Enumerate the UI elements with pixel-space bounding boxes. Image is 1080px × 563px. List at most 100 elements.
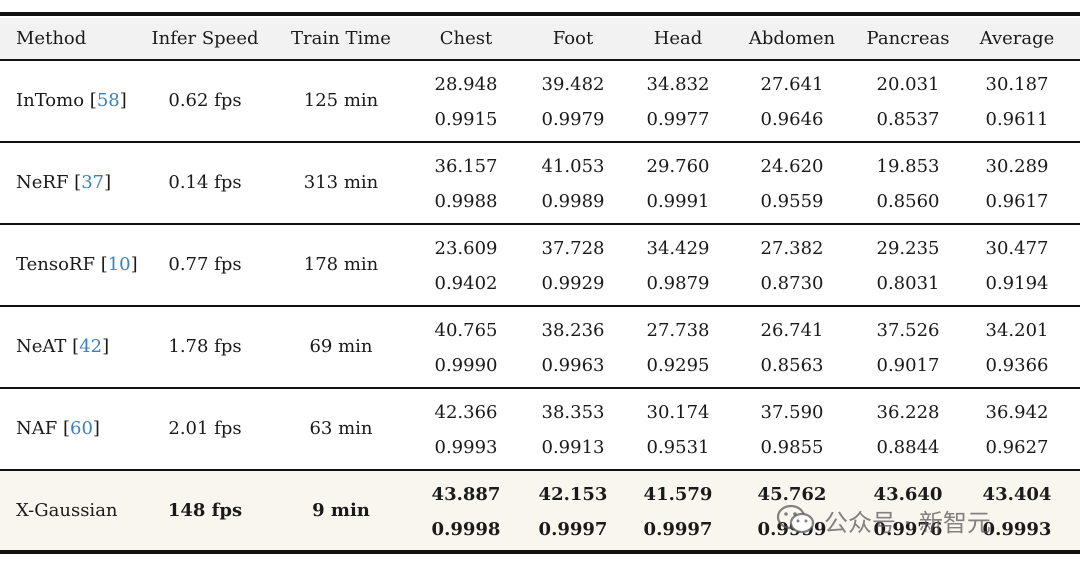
- row-rule: [0, 141, 1080, 143]
- train-time: 125 min: [303, 90, 379, 111]
- psnr-value: 29.760: [646, 156, 710, 177]
- psnr-value: 29.235: [876, 238, 940, 259]
- train-time: 69 min: [309, 336, 373, 357]
- column-header: Abdomen: [748, 28, 836, 49]
- ssim-value: 0.8560: [876, 191, 940, 212]
- ssim-value: 0.9366: [985, 355, 1049, 376]
- infer-speed: 0.77 fps: [168, 254, 242, 275]
- psnr-value: 45.762: [757, 484, 827, 505]
- wechat-icon: [776, 504, 816, 536]
- citation-link[interactable]: 37: [81, 172, 105, 193]
- ssim-value: 0.9993: [982, 519, 1052, 540]
- ssim-value: 0.9993: [434, 437, 498, 458]
- column-header: Foot: [552, 28, 594, 49]
- psnr-value: 41.579: [643, 484, 713, 505]
- psnr-value: 28.948: [434, 74, 498, 95]
- psnr-value: 36.157: [434, 156, 498, 177]
- ssim-value: 0.9988: [434, 191, 498, 212]
- psnr-value: 36.228: [876, 402, 940, 423]
- method-name: X-Gaussian: [16, 500, 118, 521]
- psnr-value: 27.738: [646, 320, 710, 341]
- infer-speed: 0.62 fps: [168, 90, 242, 111]
- psnr-value: 27.641: [760, 74, 824, 95]
- ssim-value: 0.9402: [434, 273, 498, 294]
- psnr-value: 34.201: [985, 320, 1049, 341]
- psnr-value: 30.187: [985, 74, 1049, 95]
- train-time: 9 min: [312, 500, 370, 521]
- psnr-value: 38.353: [541, 402, 605, 423]
- train-time: 63 min: [309, 418, 373, 439]
- row-rule: [0, 305, 1080, 307]
- column-header: Pancreas: [866, 28, 950, 49]
- psnr-value: 43.404: [982, 484, 1052, 505]
- citation-link[interactable]: 10: [107, 254, 131, 275]
- ssim-value: 0.9855: [760, 437, 824, 458]
- psnr-value: 24.620: [760, 156, 824, 177]
- header-rule: [0, 59, 1080, 61]
- ssim-value: 0.9617: [985, 191, 1049, 212]
- method-label: TensoRF: [16, 254, 95, 275]
- column-header: Chest: [439, 28, 493, 49]
- method-name: TensoRF [10]: [16, 254, 138, 275]
- ssim-value: 0.9915: [434, 109, 498, 130]
- psnr-value: 34.429: [646, 238, 710, 259]
- method-name: NeRF [37]: [16, 172, 112, 193]
- psnr-value: 42.153: [538, 484, 608, 505]
- psnr-value: 36.942: [985, 402, 1049, 423]
- psnr-value: 30.289: [985, 156, 1049, 177]
- ssim-value: 0.9017: [876, 355, 940, 376]
- ssim-value: 0.9295: [646, 355, 710, 376]
- ssim-value: 0.8844: [876, 437, 940, 458]
- infer-speed: 2.01 fps: [168, 418, 242, 439]
- train-time: 178 min: [303, 254, 379, 275]
- ssim-value: 0.8537: [876, 109, 940, 130]
- ssim-value: 0.9646: [760, 109, 824, 130]
- psnr-value: 19.853: [876, 156, 940, 177]
- ssim-value: 0.9531: [646, 437, 710, 458]
- ssim-value: 0.9929: [541, 273, 605, 294]
- psnr-value: 39.482: [541, 74, 605, 95]
- citation-link[interactable]: 42: [79, 336, 103, 357]
- method-label: NeAT: [16, 336, 67, 357]
- psnr-value: 37.526: [876, 320, 940, 341]
- ssim-value: 0.8563: [760, 355, 824, 376]
- infer-speed: 0.14 fps: [168, 172, 242, 193]
- ssim-value: 0.9989: [541, 191, 605, 212]
- psnr-value: 34.832: [646, 74, 710, 95]
- top-rule: [0, 12, 1080, 16]
- psnr-value: 23.609: [434, 238, 498, 259]
- train-time: 313 min: [303, 172, 379, 193]
- column-header: Method: [16, 28, 87, 49]
- method-name: NAF [60]: [16, 418, 100, 439]
- ssim-value: 0.9977: [646, 109, 710, 130]
- table-header: [0, 18, 1080, 60]
- column-header: Average: [979, 28, 1055, 49]
- ssim-value: 0.9963: [541, 355, 605, 376]
- column-header: Train Time: [291, 28, 391, 49]
- ssim-value: 0.9997: [538, 519, 608, 540]
- ssim-value: 0.9990: [434, 355, 498, 376]
- column-header: Infer Speed: [151, 28, 259, 49]
- ssim-value: 0.9611: [985, 109, 1049, 130]
- ssim-value: 0.9559: [760, 191, 824, 212]
- infer-speed: 1.78 fps: [168, 336, 242, 357]
- row-rule: [0, 469, 1080, 471]
- citation-link[interactable]: 60: [70, 418, 93, 439]
- ssim-value: 0.9979: [541, 109, 605, 130]
- psnr-value: 20.031: [876, 74, 940, 95]
- psnr-value: 40.765: [434, 320, 498, 341]
- column-header: Head: [653, 28, 703, 49]
- psnr-value: 26.741: [760, 320, 824, 341]
- psnr-value: 41.053: [541, 156, 605, 177]
- psnr-value: 27.382: [760, 238, 824, 259]
- ssim-value: 0.9194: [985, 273, 1049, 294]
- ssim-value: 0.9627: [985, 437, 1049, 458]
- ssim-value: 0.9997: [643, 519, 713, 540]
- infer-speed: 148 fps: [167, 500, 243, 521]
- method-label: NAF: [16, 418, 58, 439]
- psnr-value: 43.887: [431, 484, 501, 505]
- ssim-value: 0.8730: [760, 273, 824, 294]
- method-label: InTomo: [16, 90, 85, 111]
- method-name: NeAT [42]: [16, 336, 110, 357]
- citation-link[interactable]: 58: [96, 90, 120, 111]
